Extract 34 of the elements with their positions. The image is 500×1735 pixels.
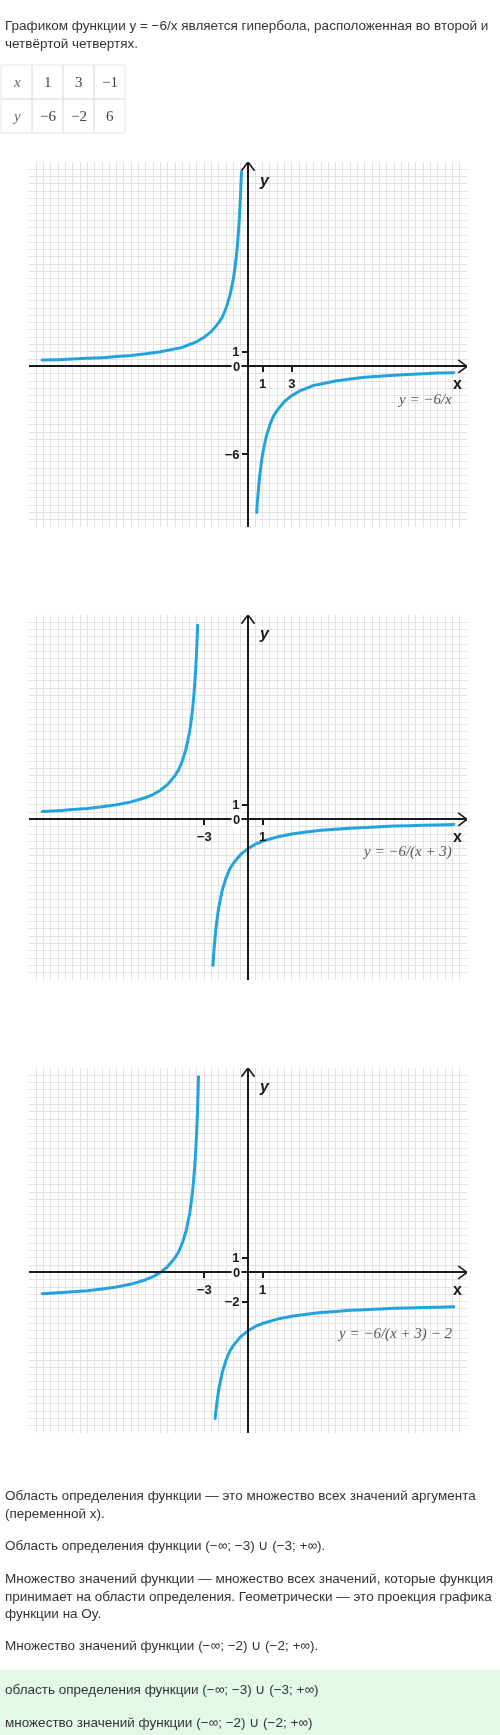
text: Множество значений функции — множество всех значений, которые функция принимает на области определения. Геометрически — это проекция графика функции на Oy. — [5, 1571, 494, 1622]
text: Область определения функции (−∞; −3) ∪ (−3; +∞). — [5, 1538, 326, 1553]
series-label: y = −6/(x + 3) — [362, 843, 452, 860]
text: 6 — [106, 108, 114, 124]
y-tick-label: 0 — [233, 1265, 241, 1280]
text: −6 — [40, 108, 57, 124]
text: −1 — [102, 74, 118, 90]
series-label: y = −6/(x + 3) − 2 — [337, 1325, 453, 1342]
y-tick-label: 0 — [233, 359, 241, 374]
y-tick-label: 1 — [232, 344, 240, 360]
x-axis-title: x — [453, 1281, 462, 1298]
text: 1 — [44, 74, 52, 90]
text: 3 — [75, 74, 83, 90]
x-axis-title: x — [453, 828, 462, 845]
y-tick-label: −2 — [224, 1294, 240, 1310]
x-tick-label: −3 — [196, 1281, 212, 1297]
y-axis-title: y — [259, 625, 270, 642]
text: y — [12, 108, 21, 124]
y-tick-label: −6 — [224, 446, 240, 462]
series-label: y = −6/x — [397, 391, 453, 407]
text: Графиком функции y = −6/x является гипербола, расположенная во второй и четвёртой четвертях. — [5, 18, 489, 51]
y-axis-title: y — [259, 172, 270, 189]
y-tick-label: 1 — [232, 1250, 240, 1266]
y-axis-title: y — [259, 1078, 270, 1095]
text: множество значений функции (−∞; −2) ∪ (−2; +∞) — [5, 1715, 313, 1730]
text: x — [13, 74, 21, 90]
text: Множество значений функции (−∞; −2) ∪ (−2; +∞). — [5, 1638, 319, 1653]
text: Область определения функции — это множество всех значений аргумента (переменной x). — [5, 1488, 477, 1521]
text: −2 — [71, 108, 87, 124]
x-axis-title: x — [453, 375, 462, 392]
y-tick-label: 1 — [232, 797, 240, 813]
x-tick-label: −3 — [196, 828, 212, 844]
text: область определения функции (−∞; −3) ∪ (−3; +∞) — [5, 1682, 319, 1697]
y-tick-label: 0 — [233, 812, 241, 827]
